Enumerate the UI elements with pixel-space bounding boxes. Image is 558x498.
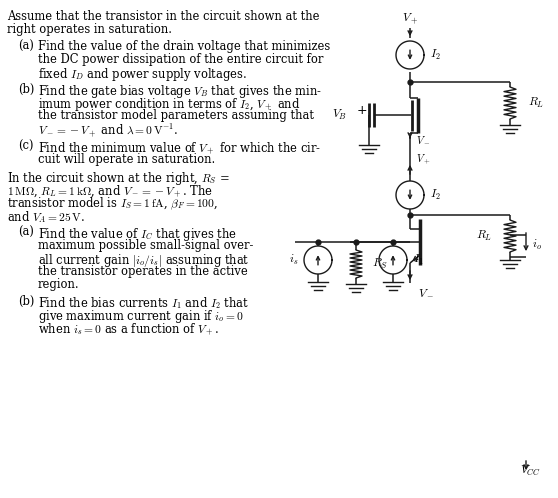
Text: (b): (b) (18, 295, 35, 308)
Text: $i_s$: $i_s$ (288, 253, 298, 267)
Text: Find the gate bias voltage $V_B$ that gives the min-: Find the gate bias voltage $V_B$ that gi… (38, 83, 322, 100)
Text: $V_{CC}$: $V_{CC}$ (520, 464, 541, 478)
Text: $R_S$: $R_S$ (372, 257, 388, 271)
Text: Find the value of the drain voltage that minimizes: Find the value of the drain voltage that… (38, 40, 330, 53)
Text: (b): (b) (18, 83, 35, 96)
Text: all current gain $|i_o/i_s|$ assuming that: all current gain $|i_o/i_s|$ assuming th… (38, 252, 249, 269)
Text: In the circuit shown at the right, $R_S$ =: In the circuit shown at the right, $R_S$… (7, 170, 230, 187)
Text: $R_L$: $R_L$ (528, 96, 545, 110)
Text: when $i_s = 0$ as a function of $V_+$.: when $i_s = 0$ as a function of $V_+$. (38, 321, 219, 337)
Text: the transistor model parameters assuming that: the transistor model parameters assuming… (38, 109, 314, 122)
Text: fixed $I_D$ and power supply voltages.: fixed $I_D$ and power supply voltages. (38, 66, 247, 83)
Text: $V_B$: $V_B$ (332, 108, 347, 122)
Text: give maximum current gain if $i_o = 0$: give maximum current gain if $i_o = 0$ (38, 308, 244, 325)
Text: the transistor operates in the active: the transistor operates in the active (38, 265, 248, 278)
Text: cuit will operate in saturation.: cuit will operate in saturation. (38, 153, 215, 166)
Text: $I_2$: $I_2$ (430, 48, 441, 62)
Text: $V_- = -V_+$ and $\lambda = 0\,\mathrm{V}^{-1}$.: $V_- = -V_+$ and $\lambda = 0\,\mathrm{V… (38, 122, 178, 139)
Text: $I_1$: $I_1$ (413, 253, 424, 267)
Text: $R_L$: $R_L$ (475, 229, 492, 243)
Text: the DC power dissipation of the entire circuit for: the DC power dissipation of the entire c… (38, 53, 324, 66)
Text: right operates in saturation.: right operates in saturation. (7, 23, 172, 36)
Text: +: + (357, 104, 367, 117)
Text: $V_-$: $V_-$ (416, 135, 430, 146)
Text: (a): (a) (18, 226, 34, 239)
Text: $V_+$: $V_+$ (402, 11, 418, 25)
Text: Find the value of $I_C$ that gives the: Find the value of $I_C$ that gives the (38, 226, 237, 243)
Text: $1\,\mathrm{M\Omega}$, $R_L = 1\,\mathrm{k\Omega}$, and $V_- = -V_+$. The: $1\,\mathrm{M\Omega}$, $R_L = 1\,\mathrm… (7, 183, 213, 199)
Text: (c): (c) (18, 140, 33, 153)
Text: maximum possible small-signal over-: maximum possible small-signal over- (38, 239, 253, 252)
Text: $i_o$: $i_o$ (532, 238, 542, 252)
Text: imum power condition in terms of $I_2$, $V_+$ and: imum power condition in terms of $I_2$, … (38, 96, 300, 113)
Text: region.: region. (38, 278, 80, 291)
Text: $V_+$: $V_+$ (416, 152, 431, 166)
Text: Find the minimum value of $V_+$ for which the cir-: Find the minimum value of $V_+$ for whic… (38, 140, 321, 156)
Text: and $V_A = 25\,\mathrm{V}$.: and $V_A = 25\,\mathrm{V}$. (7, 209, 85, 225)
Text: $V_-$: $V_-$ (418, 285, 434, 298)
Text: $I_2$: $I_2$ (430, 188, 441, 202)
Text: transistor model is $I_S = 1\,\mathrm{fA}$, $\beta_F = 100$,: transistor model is $I_S = 1\,\mathrm{fA… (7, 196, 218, 212)
Text: Assume that the transistor in the circuit shown at the: Assume that the transistor in the circui… (7, 10, 320, 23)
Text: (a): (a) (18, 40, 34, 53)
Text: Find the bias currents $I_1$ and $I_2$ that: Find the bias currents $I_1$ and $I_2$ t… (38, 295, 249, 311)
